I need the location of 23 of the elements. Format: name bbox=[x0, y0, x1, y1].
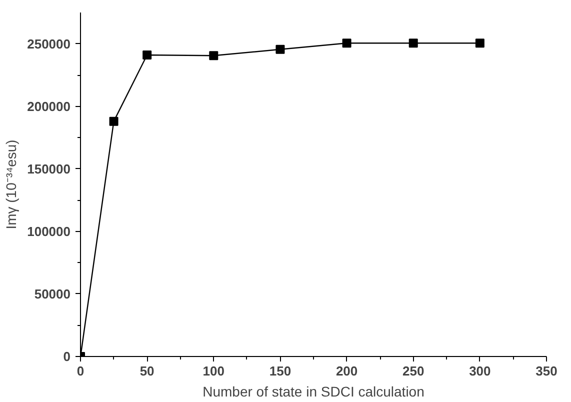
x-tick-label: 200 bbox=[336, 364, 358, 378]
x-tick-label: 50 bbox=[140, 364, 154, 378]
point bbox=[142, 50, 152, 60]
y-tick-label: 100000 bbox=[27, 224, 71, 239]
point bbox=[109, 116, 118, 126]
x-tick-label: 350 bbox=[536, 364, 558, 378]
point bbox=[475, 38, 484, 48]
y-tick-label: 200000 bbox=[27, 98, 71, 114]
y-tick-label: 50000 bbox=[34, 286, 71, 302]
y-tick-label: 0 bbox=[63, 349, 71, 364]
point bbox=[408, 38, 418, 48]
point bbox=[342, 38, 352, 48]
x-tick-label: 0 bbox=[76, 364, 84, 378]
y-tick-label: 250000 bbox=[27, 36, 71, 52]
x-axis-title: Number of state in SDCI calculation bbox=[202, 384, 424, 400]
point bbox=[276, 44, 285, 54]
x-tick-label: 150 bbox=[269, 364, 292, 378]
y-axis-title: Imγ (10⁻³⁴esu) bbox=[3, 140, 20, 230]
y-tick-label: 150000 bbox=[27, 161, 71, 176]
x-tick-label: 100 bbox=[202, 364, 224, 378]
x-tick-label: 250 bbox=[402, 364, 424, 378]
point bbox=[209, 51, 218, 60]
x-tick-label: 300 bbox=[469, 364, 491, 378]
